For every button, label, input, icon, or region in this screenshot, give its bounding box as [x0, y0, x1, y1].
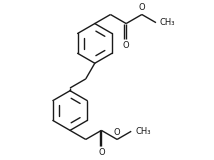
Text: O: O [98, 148, 105, 157]
Text: O: O [114, 128, 120, 137]
Text: CH₃: CH₃ [135, 127, 150, 136]
Text: O: O [123, 41, 129, 50]
Text: CH₃: CH₃ [160, 18, 175, 27]
Text: O: O [138, 3, 145, 12]
